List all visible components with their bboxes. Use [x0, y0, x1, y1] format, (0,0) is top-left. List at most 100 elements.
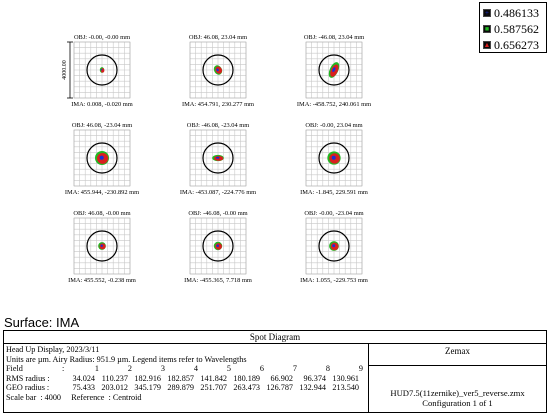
airy-circle — [86, 230, 118, 262]
triangle-marker-icon: ▲ — [483, 40, 491, 49]
geo-row: GEO radius : 75.433 203.012 345.179 289.879 2… — [6, 383, 368, 393]
airy-circle — [202, 54, 234, 86]
info-panel: Spot Diagram Head Up Display, 2023/3/11 … — [3, 330, 547, 413]
field-number-5: 5 — [226, 364, 231, 374]
ima-label: IMA: -453.087, -224.776 mm — [180, 189, 256, 196]
square-marker-icon: ■ — [483, 24, 491, 33]
rms-row: RMS radius : 34.024 110.237 182.916 182.857 1… — [6, 374, 368, 384]
spot-grid — [189, 129, 247, 187]
obj-label: OBJ: -0.00, -0.00 mm — [74, 34, 130, 41]
spot-cell-3: OBJ: -46.08, 23.04 mm IMA: -458.752, 240.… — [297, 34, 371, 108]
airy-circle — [318, 54, 350, 86]
brand-label: Zemax — [445, 346, 470, 356]
field-number-8: 8 — [325, 364, 330, 374]
airy-circle — [202, 230, 234, 262]
file-info: HUD7.5(11zernike)_ver5_reverse.zmx Confi… — [369, 388, 546, 408]
spot-grid — [73, 217, 131, 275]
spot-cell-5: OBJ: -46.08, -23.04 mm IMA: -453.087, -22… — [180, 122, 256, 196]
surface-label: Surface: IMA — [4, 315, 80, 330]
spot-blob — [95, 151, 109, 165]
spot-blob — [99, 67, 105, 73]
panel-details: Head Up Display, 2023/3/11 Units are µm.… — [4, 344, 369, 412]
field-number-4: 4 — [193, 364, 198, 374]
obj-label: OBJ: 46.08, -23.04 mm — [72, 122, 132, 129]
airy-circle — [86, 142, 118, 174]
field-number-7: 7 — [292, 364, 297, 374]
spot-grid — [305, 217, 363, 275]
field-number-2: 2 — [127, 364, 132, 374]
rms-label: RMS radius : — [6, 373, 50, 383]
geo-value-7: 126.787 — [266, 383, 293, 393]
spot-grid — [305, 129, 363, 187]
panel-meta: Zemax HUD7.5(11zernike)_ver5_reverse.zmx… — [369, 344, 546, 412]
spot-cell-1: OBJ: -0.00, -0.00 mm IMA: 0.008, -0.020 m… — [71, 34, 132, 108]
spot-cell-8: OBJ: -46.08, -0.00 mm IMA: -455.365, 7.71… — [184, 210, 252, 284]
legend-entry-1: + 0.486133 — [483, 5, 546, 21]
spot-blob — [328, 62, 340, 78]
geo-value-1: 75.433 — [72, 383, 95, 393]
rms-value-2: 110.237 — [101, 373, 128, 383]
spot-grid — [73, 129, 131, 187]
spot-blob — [327, 151, 341, 165]
obj-label: OBJ: 46.08, 23.04 mm — [189, 34, 247, 41]
obj-label: OBJ: -0.00, 23.04 mm — [305, 122, 362, 129]
field-label: Field — [6, 364, 23, 374]
scale-bar: 4000.00 — [62, 41, 73, 99]
airy-circle — [86, 54, 118, 86]
spot-cell-2: OBJ: 46.08, 23.04 mm IMA: 454.791, 230.27… — [182, 34, 254, 108]
legend-wavelength-1: 0.486133 — [494, 5, 539, 20]
spot-cell-7: OBJ: 46.08, -0.00 mm IMA: 455.552, -0.238… — [68, 210, 136, 284]
ima-label: IMA: -455.365, 7.718 mm — [184, 277, 252, 284]
geo-label: GEO radius : — [6, 383, 50, 393]
configuration-label: Configuration 1 of 1 — [422, 398, 493, 408]
units-line: Units are µm. Airy Radius: 951.9 µm. Leg… — [6, 354, 247, 364]
scale-reference-line: Scale bar : 4000 Reference : Centroid — [6, 392, 142, 402]
geo-value-2: 203.012 — [101, 383, 128, 393]
geo-value-3: 345.179 — [134, 383, 161, 393]
obj-label: OBJ: -46.08, -23.04 mm — [187, 122, 250, 129]
rms-value-1: 34.024 — [72, 373, 95, 383]
spot-cell-4: OBJ: 46.08, -23.04 mm IMA: 455.944, -230.… — [65, 122, 139, 196]
plus-marker-icon: + — [483, 9, 491, 17]
ima-label: IMA: -458.752, 240.061 mm — [297, 101, 371, 108]
spot-grid — [189, 217, 247, 275]
rms-value-8: 96.374 — [303, 373, 326, 383]
spot-blob — [213, 65, 223, 75]
geo-value-9: 213.540 — [332, 383, 359, 393]
obj-label: OBJ: -0.00, -23.04 mm — [304, 210, 363, 217]
rms-value-4: 182.857 — [167, 373, 194, 383]
geo-value-6: 263.473 — [233, 383, 260, 393]
airy-circle — [202, 142, 234, 174]
scale-bar-label: 4000.00 — [62, 60, 68, 80]
wavelength-legend: + 0.486133 ■ 0.587562 ▲ 0.656273 — [479, 2, 547, 53]
ima-label: IMA: -1.845, 229.591 mm — [300, 189, 368, 196]
field-number-3: 3 — [160, 364, 165, 374]
legend-entry-2: ■ 0.587562 — [483, 21, 546, 37]
ima-label: IMA: 454.791, 230.277 mm — [182, 101, 254, 108]
field-number-9: 9 — [358, 364, 363, 374]
rms-value-5: 141.842 — [200, 373, 227, 383]
geo-value-5: 251.707 — [200, 383, 227, 393]
legend-wavelength-2: 0.587562 — [494, 21, 539, 36]
spot-cell-9: OBJ: -0.00, -23.04 mm IMA: 1.055, -229.75… — [300, 210, 368, 284]
airy-circle — [318, 142, 350, 174]
spot-grid — [73, 41, 131, 99]
spot-grid — [189, 41, 247, 99]
field-row: Field:1 2 3 4 5 6 7 8 9 — [6, 364, 363, 374]
spot-blob — [212, 154, 224, 162]
field-number-6: 6 — [259, 364, 264, 374]
file-name: HUD7.5(11zernike)_ver5_reverse.zmx — [390, 388, 525, 398]
spot-blob — [98, 242, 106, 250]
ima-label: IMA: 455.552, -0.238 mm — [68, 277, 136, 284]
obj-label: OBJ: 46.08, -0.00 mm — [73, 210, 130, 217]
field-number-1: 1 — [94, 364, 99, 374]
rms-value-3: 182.916 — [134, 373, 161, 383]
geo-value-8: 132.944 — [299, 383, 326, 393]
ima-label: IMA: 0.008, -0.020 mm — [71, 101, 132, 108]
geo-value-4: 289.879 — [167, 383, 194, 393]
ima-label: IMA: 455.944, -230.892 mm — [65, 189, 139, 196]
panel-title: Spot Diagram — [4, 331, 546, 344]
airy-circle — [318, 230, 350, 262]
rms-value-9: 130.961 — [332, 373, 359, 383]
spot-cell-6: OBJ: -0.00, 23.04 mm IMA: -1.845, 229.591… — [300, 122, 368, 196]
